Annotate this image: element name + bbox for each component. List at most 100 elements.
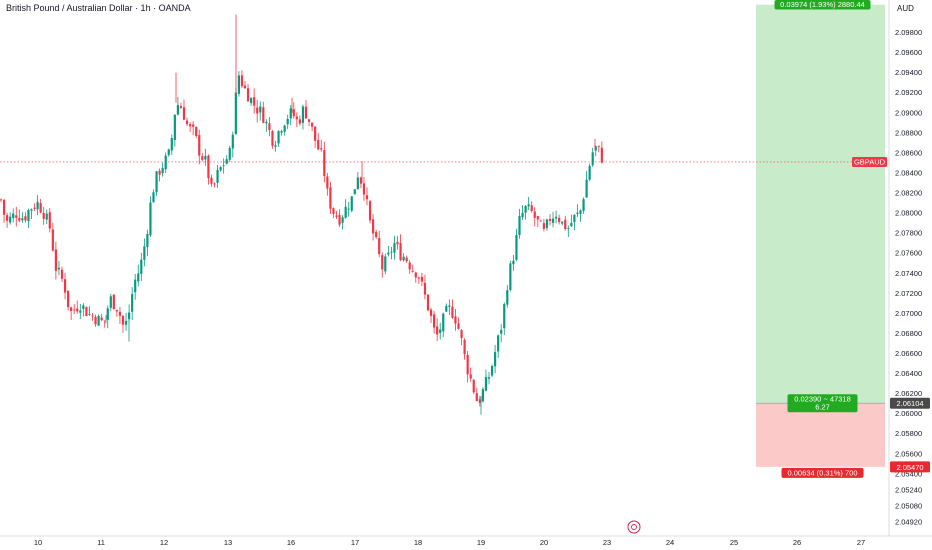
candle-body [338, 214, 341, 225]
candle [246, 84, 250, 102]
candle-body [387, 252, 390, 255]
candle [353, 189, 356, 195]
candle [378, 230, 381, 258]
candle [372, 214, 375, 241]
candle [192, 121, 195, 136]
candle [551, 211, 555, 228]
candle-body [359, 177, 362, 184]
candle-body [143, 246, 146, 260]
candle-body [500, 329, 503, 334]
candle-body [51, 229, 54, 251]
candle-body [210, 177, 213, 184]
candle-body [152, 192, 155, 203]
candle [402, 253, 405, 262]
candle-body [521, 212, 524, 218]
candle [478, 396, 481, 407]
logo-ring [627, 520, 641, 534]
axis-price-tags: GBPAUD 2.06104 2.05470 [852, 156, 930, 473]
candle-body [307, 119, 311, 122]
candle-body [466, 354, 469, 375]
candle [375, 229, 378, 239]
candle-body [137, 273, 140, 282]
currency-label[interactable]: AUD [897, 4, 914, 13]
candle [286, 114, 289, 129]
position-zones [756, 4, 885, 467]
candle [54, 241, 57, 280]
candle [414, 271, 417, 283]
candle-body [182, 107, 186, 120]
price-axis[interactable]: 2.09800 2.09600 2.09400 2.09200 2.09000 2.088… [888, 0, 932, 550]
stop-price-tag-box [890, 461, 930, 473]
candle [237, 71, 240, 97]
price-tick-label: 2.06600 [895, 349, 922, 358]
candle [597, 145, 600, 153]
candle [439, 322, 442, 340]
candle [170, 134, 173, 156]
candle [426, 294, 430, 312]
candle [466, 351, 469, 383]
candle-body [48, 212, 51, 229]
candle-body [600, 147, 603, 163]
candle [323, 141, 326, 183]
candle [533, 207, 536, 227]
candle [6, 212, 9, 228]
candle [451, 299, 454, 319]
candle-body [131, 294, 134, 312]
candle [524, 204, 527, 220]
price-tick-label: 2.08200 [895, 189, 922, 198]
time-axis[interactable]: 10 11 12 13 16 17 18 19 20 23 24 25 26 27 [0, 535, 932, 547]
candle-body [76, 308, 79, 312]
candle-body [280, 131, 283, 133]
candle [548, 214, 552, 226]
candle [155, 171, 158, 196]
candle [301, 104, 305, 130]
candle-body [268, 123, 271, 131]
candles [0, 14, 603, 415]
candle-body [30, 209, 33, 211]
logo-core [631, 524, 637, 530]
candle-body [588, 165, 591, 180]
candle [48, 208, 51, 233]
candle-body [27, 210, 30, 222]
candle-body [274, 145, 277, 147]
candle-body [6, 215, 9, 221]
candle [341, 215, 344, 230]
candle-body [283, 125, 286, 132]
loss-zone [756, 403, 885, 467]
candle-body [335, 215, 338, 217]
candle-body [12, 213, 15, 219]
price-tick-label: 2.08800 [895, 128, 922, 137]
candle [390, 246, 393, 260]
candle [85, 306, 88, 317]
candle-body [225, 159, 228, 164]
candle [256, 100, 259, 123]
candle [63, 272, 67, 300]
candle [240, 70, 244, 89]
price-tick-label: 2.05080 [895, 501, 922, 510]
candle [500, 324, 503, 343]
candle-body [408, 262, 411, 270]
candle-body [15, 215, 18, 218]
tv-logo-icon[interactable] [627, 520, 641, 534]
candle-body [24, 216, 27, 221]
candle [182, 99, 186, 120]
candle [567, 225, 570, 238]
candle [225, 155, 228, 165]
candle [45, 209, 48, 225]
candle [515, 228, 518, 262]
candle-body [381, 255, 384, 270]
candle [545, 218, 549, 231]
candle-body [481, 389, 484, 402]
price-tick-label: 2.05800 [895, 429, 922, 438]
candle-body [286, 119, 289, 125]
candle-body [73, 309, 76, 311]
price-tick-label: 2.06000 [895, 409, 922, 418]
candle [393, 235, 396, 260]
price-tick-label: 2.07600 [895, 249, 922, 258]
candle [228, 145, 231, 162]
candle-body [176, 104, 179, 115]
candle [585, 171, 588, 198]
candle-body [164, 155, 167, 170]
symbol-tag-text: GBPAUD [854, 158, 886, 167]
